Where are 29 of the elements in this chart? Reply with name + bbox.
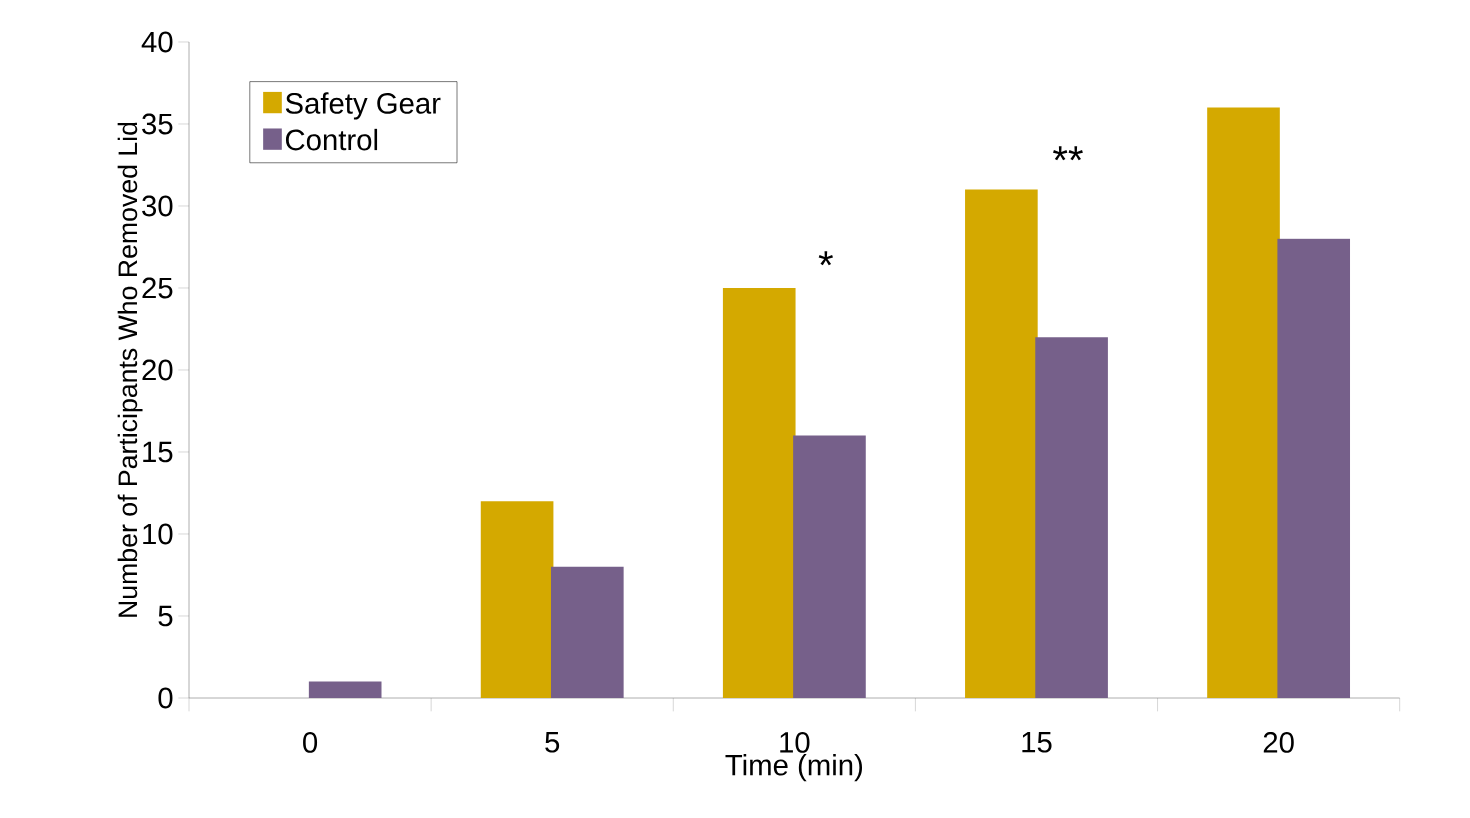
x-tick-label: 20 <box>1263 732 1294 753</box>
annotation: * <box>818 251 833 266</box>
y-tick-label: 40 <box>141 31 173 53</box>
bar <box>1035 337 1108 698</box>
y-tick-label: 30 <box>142 195 173 217</box>
bar <box>308 681 382 698</box>
legend-label: Control <box>285 128 378 151</box>
y-tick-label: 25 <box>142 277 173 299</box>
y-tick-label: 10 <box>143 523 173 545</box>
y-tick-label: 15 <box>143 441 173 463</box>
x-tick-label: 10 <box>780 732 810 753</box>
bar <box>551 566 624 698</box>
legend-label: Safety Gear <box>285 92 441 120</box>
y-tick-label: 5 <box>158 605 173 627</box>
bar <box>722 288 796 698</box>
bar <box>1207 107 1280 698</box>
annotation: ** <box>1053 146 1083 161</box>
y-tick-label: 35 <box>142 113 173 135</box>
x-tick-label: 5 <box>545 732 560 753</box>
bar <box>793 435 866 698</box>
y-axis-title: Number of Participants Who Removed Lid <box>117 122 143 617</box>
bar <box>480 501 554 698</box>
x-tick-label: 15 <box>1022 732 1052 753</box>
x-tick-label: 0 <box>303 732 318 753</box>
bar <box>1277 238 1351 698</box>
y-tick-label: 0 <box>158 687 173 709</box>
x-axis-title: Time (min) <box>725 753 863 782</box>
bar <box>965 189 1038 698</box>
y-tick-label: 20 <box>142 359 173 381</box>
